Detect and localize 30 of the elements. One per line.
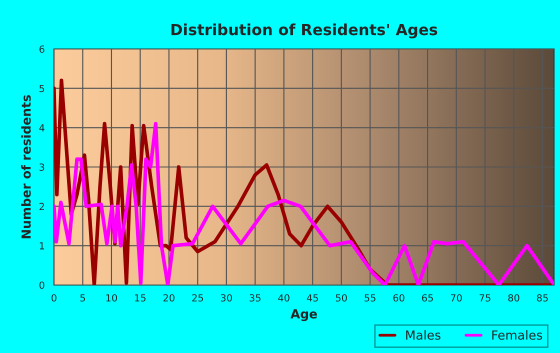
x-tick-label: 60 bbox=[393, 294, 404, 302]
x-tick-label: 30 bbox=[220, 294, 232, 302]
x-tick-label: 10 bbox=[106, 294, 118, 302]
x-tick-label: 40 bbox=[278, 294, 290, 302]
x-tick-label: 80 bbox=[508, 294, 520, 302]
legend-label: Males bbox=[406, 330, 440, 340]
y-axis-title: Number of residents bbox=[21, 95, 31, 238]
x-tick-label: 45 bbox=[306, 294, 318, 302]
x-tick-label: 55 bbox=[364, 294, 376, 302]
y-tick-label: 6 bbox=[39, 45, 44, 53]
x-tick-label: 20 bbox=[163, 294, 174, 302]
y-tick-label: 0 bbox=[39, 281, 44, 289]
y-tick-label: 4 bbox=[39, 124, 44, 132]
x-tick-label: 5 bbox=[80, 294, 85, 302]
y-tick-label: 3 bbox=[40, 163, 44, 171]
x-tick-label: 25 bbox=[192, 294, 204, 302]
chart-title: Distribution of Residents' Ages bbox=[171, 24, 438, 38]
y-tick-label: 2 bbox=[40, 202, 44, 210]
x-tick-label: 85 bbox=[536, 294, 548, 302]
x-tick-label: 35 bbox=[250, 294, 260, 302]
x-tick-label: 0 bbox=[52, 294, 56, 302]
y-tick-label: 1 bbox=[40, 242, 44, 250]
x-tick-label: 15 bbox=[135, 294, 146, 302]
x-axis-title: Age bbox=[290, 309, 317, 322]
x-tick-label: 75 bbox=[480, 294, 490, 302]
x-tick-label: 65 bbox=[422, 294, 433, 302]
x-tick-label: 70 bbox=[450, 294, 462, 302]
y-tick-label: 5 bbox=[40, 84, 44, 92]
legend-label: Females bbox=[492, 330, 542, 340]
x-tick-label: 50 bbox=[336, 294, 347, 302]
